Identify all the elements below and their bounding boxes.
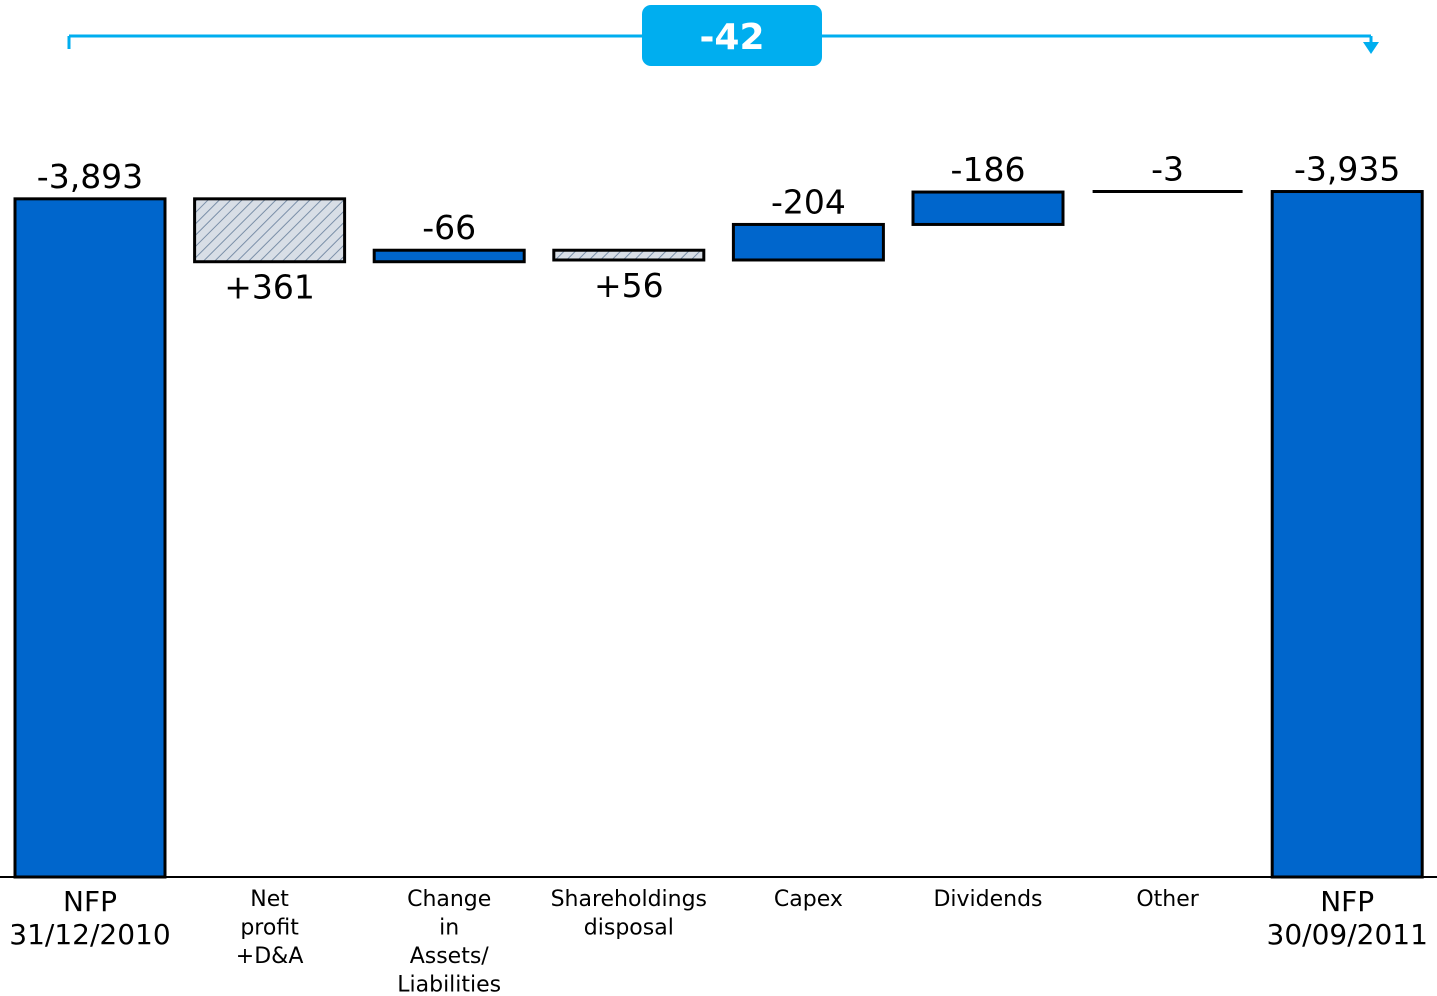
total-change-badge [642,5,822,66]
value-label-2: +361 [224,268,315,307]
category-label-8: NFP 30/09/2011 [1267,885,1428,951]
value-label-7: -3 [1151,150,1184,189]
category-labels: NFP 31/12/2010 Net profit +D&A Change in Assets… [9,885,1428,996]
bar-3 [372,248,526,264]
value-label-6: -186 [951,150,1026,189]
bar-5 [731,222,885,262]
category-label-4: Shareholdings disposal [551,887,707,941]
bar-series [13,190,1424,879]
category-label-6: Dividends [933,887,1042,912]
category-label-1: NFP 31/12/2010 [9,885,170,951]
bar-1 [13,197,167,879]
value-label-4: +56 [594,266,664,305]
total-change-label: -42 [699,17,764,58]
total-change-bracket: -42 [67,5,1379,66]
bar-8 [1270,190,1424,879]
value-label-8: -3,935 [1294,150,1400,189]
category-label-7: Other [1136,887,1199,912]
bar-2 [193,197,347,264]
bar-6 [911,190,1065,226]
value-label-3: -66 [422,208,476,247]
bracket-arrow-icon [1363,42,1379,54]
category-label-2: Net profit +D&A [236,887,304,969]
value-label-1: -3,893 [37,157,143,196]
category-label-5: Capex [774,887,843,912]
value-labels: -3,893 +361 -66 +56 -204 -186 -3 -3,935 [37,150,1401,307]
bar-4 [552,248,706,262]
category-label-3: Change in Assets/Liabilities [397,887,501,996]
value-label-5: -204 [771,182,846,221]
